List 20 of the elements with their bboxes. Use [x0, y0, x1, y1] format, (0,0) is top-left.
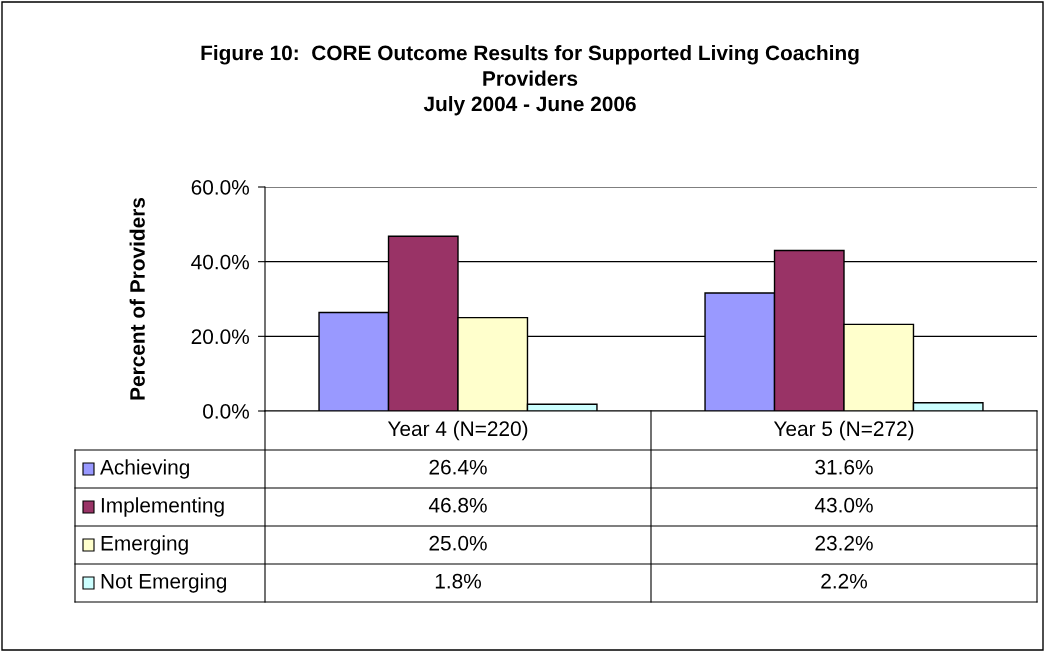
data-label: 1.8% — [435, 573, 481, 589]
data-label: 46.8% — [428, 497, 487, 513]
legend-label: Emerging — [101, 535, 188, 555]
data-label: 2.2% — [821, 573, 867, 589]
x-tick-label: Year 5 (N=272) — [773, 420, 914, 441]
data-label: 26.4% — [429, 459, 487, 475]
legend-label: Achieving — [100, 459, 189, 479]
chart-title: Figure 10: CORE Outcome Results for Supported Living Coaching Providers July 2004 - June 2006 — [201, 45, 859, 116]
y-tick-label: 60.0% — [191, 180, 249, 195]
y-tick-label: 40.0% — [191, 254, 249, 270]
y-tick-label: 20.0% — [191, 329, 249, 345]
y-axis-title: Percent of Providers — [129, 197, 145, 400]
data-label: 43.0% — [814, 497, 873, 513]
y-tick-label: 0.0% — [203, 404, 249, 419]
x-tick-label: Year 4 (N=220) — [387, 420, 528, 441]
data-label: 31.6% — [815, 459, 873, 475]
data-label: 23.2% — [815, 535, 873, 551]
legend-label: Not Emerging — [101, 573, 227, 593]
legend-label: Implementing — [101, 497, 224, 517]
data-label: 25.0% — [429, 535, 487, 551]
